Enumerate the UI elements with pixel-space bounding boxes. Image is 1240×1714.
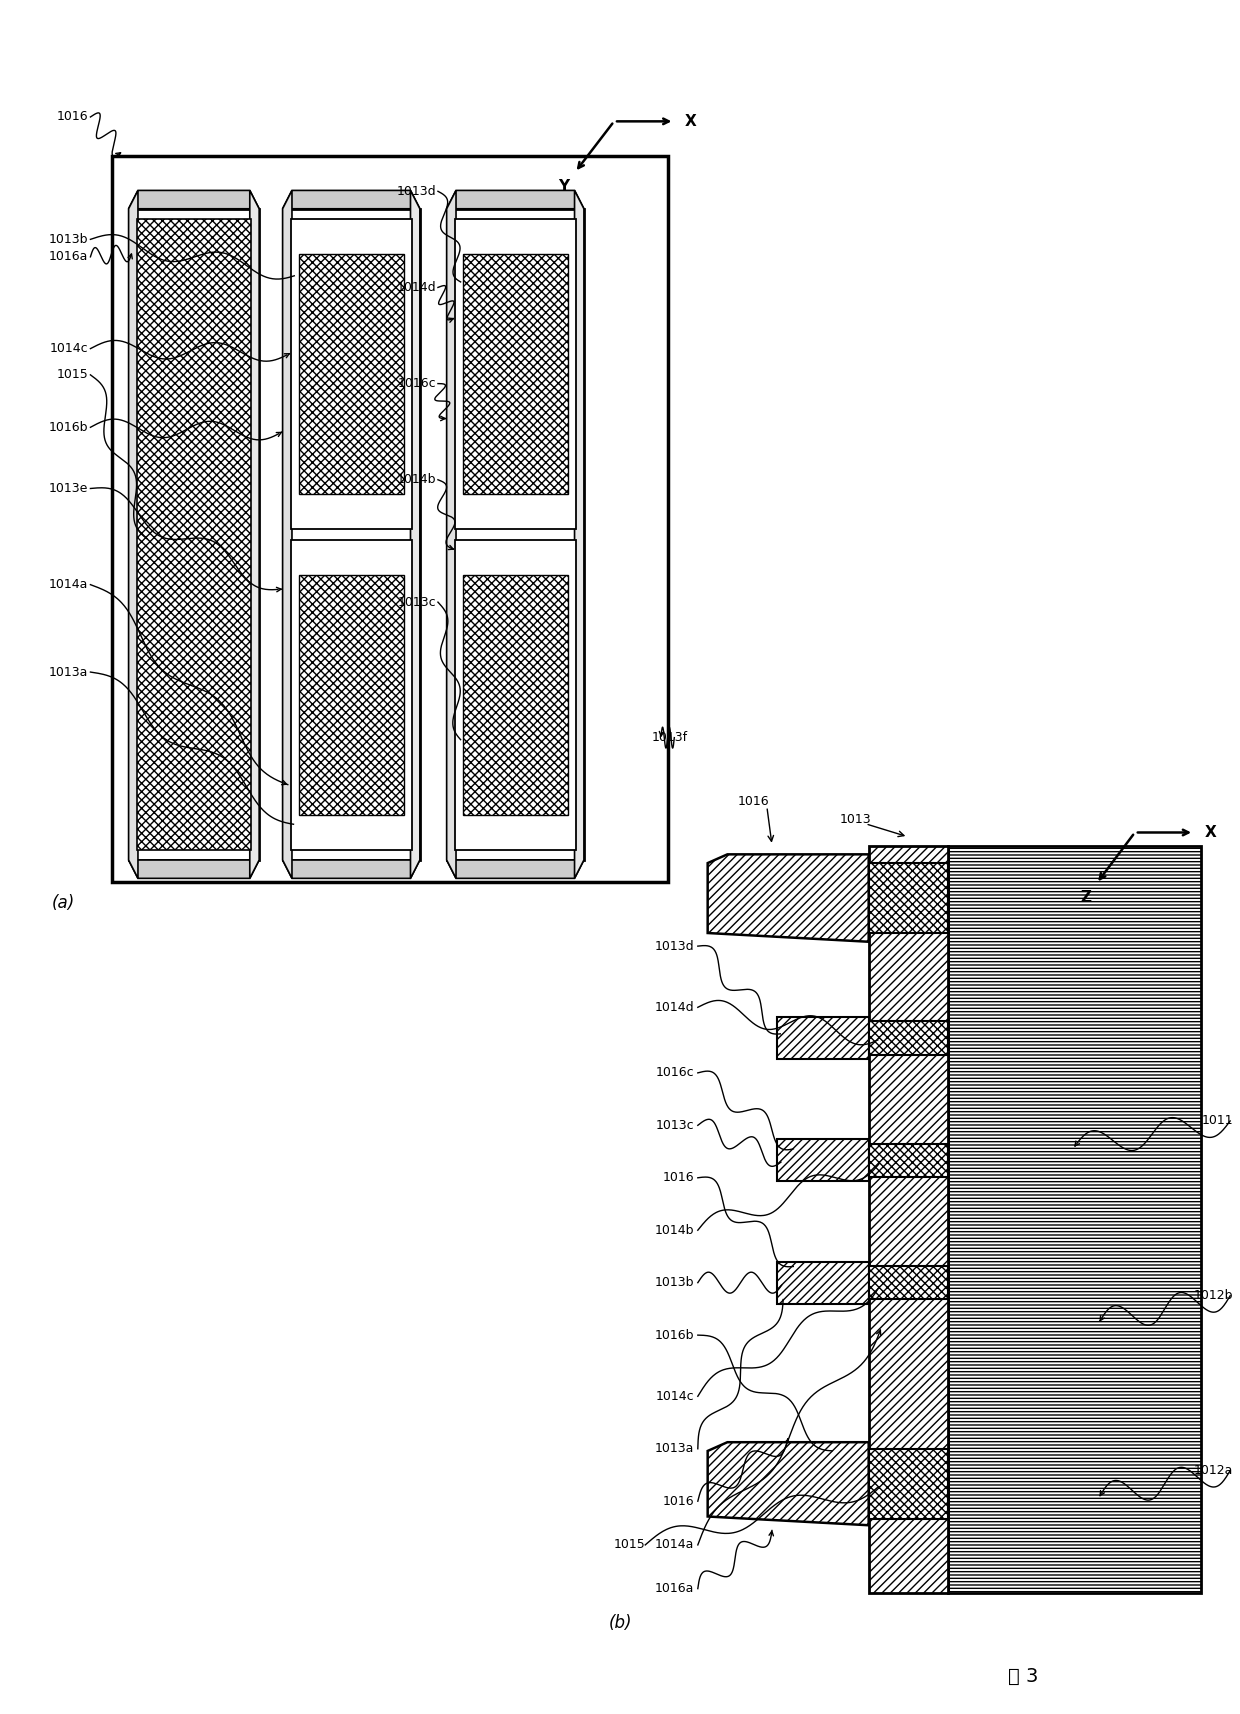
Text: 1016a: 1016a: [50, 250, 88, 264]
Bar: [112, 156, 667, 881]
Bar: [283, 209, 420, 860]
Bar: [776, 1016, 869, 1059]
Bar: [455, 219, 575, 530]
Text: (b): (b): [609, 1615, 632, 1632]
Text: 1014c: 1014c: [656, 1390, 694, 1402]
Polygon shape: [283, 190, 420, 209]
Text: 1013: 1013: [839, 812, 872, 826]
Text: X: X: [1204, 824, 1216, 840]
Polygon shape: [708, 854, 869, 941]
Bar: [776, 1140, 869, 1181]
Text: 1013b: 1013b: [655, 1277, 694, 1289]
Polygon shape: [574, 190, 584, 878]
Bar: [776, 1262, 869, 1304]
Bar: [290, 540, 412, 850]
Polygon shape: [129, 190, 259, 209]
Text: 1014b: 1014b: [655, 1224, 694, 1238]
Text: 1013c: 1013c: [656, 1119, 694, 1131]
Bar: [869, 1143, 947, 1178]
Bar: [299, 254, 404, 494]
Text: 1016: 1016: [738, 795, 770, 809]
Text: 1014d: 1014d: [655, 1001, 694, 1013]
Text: 1014d: 1014d: [397, 281, 436, 293]
Text: 図 3: 図 3: [1008, 1666, 1038, 1687]
Text: 1016: 1016: [663, 1171, 694, 1184]
Text: 1012a: 1012a: [1194, 1464, 1234, 1477]
Bar: [136, 219, 252, 850]
Polygon shape: [249, 190, 259, 878]
Polygon shape: [446, 190, 456, 878]
Polygon shape: [410, 190, 420, 878]
Polygon shape: [129, 190, 138, 878]
Text: 1014b: 1014b: [397, 473, 436, 487]
Text: Z: Z: [1080, 890, 1091, 905]
Text: 1015: 1015: [57, 369, 88, 381]
Text: 1013a: 1013a: [655, 1441, 694, 1455]
Polygon shape: [283, 860, 420, 878]
Text: 1014a: 1014a: [50, 578, 88, 591]
Bar: [290, 219, 412, 530]
Bar: [446, 209, 584, 860]
Text: 1013e: 1013e: [50, 482, 88, 495]
Polygon shape: [446, 860, 584, 878]
Text: 1016b: 1016b: [48, 422, 88, 434]
Text: 1013a: 1013a: [50, 665, 88, 679]
Text: 1016b: 1016b: [655, 1328, 694, 1342]
Text: 1016a: 1016a: [655, 1582, 694, 1596]
Text: Y: Y: [558, 180, 569, 194]
Bar: [947, 845, 1200, 1592]
Bar: [869, 1022, 947, 1054]
Text: (a): (a): [52, 895, 74, 912]
Bar: [463, 574, 568, 814]
Polygon shape: [446, 190, 584, 209]
Polygon shape: [708, 1441, 869, 1525]
Text: 1013d: 1013d: [655, 939, 694, 953]
Polygon shape: [129, 860, 259, 878]
Text: 1015: 1015: [614, 1539, 645, 1551]
Text: 1014c: 1014c: [50, 343, 88, 355]
Bar: [869, 864, 947, 932]
Text: 1011: 1011: [1202, 1114, 1234, 1128]
Text: 1016c: 1016c: [656, 1066, 694, 1080]
Bar: [869, 1448, 947, 1519]
Polygon shape: [283, 190, 291, 878]
Text: 1014a: 1014a: [655, 1539, 694, 1551]
Text: 1013f: 1013f: [651, 732, 688, 744]
Text: 1013c: 1013c: [398, 596, 436, 608]
Text: 1012b: 1012b: [1194, 1289, 1234, 1303]
Bar: [299, 574, 404, 814]
Bar: [129, 209, 259, 860]
Bar: [869, 845, 947, 1592]
Bar: [455, 540, 575, 850]
Text: X: X: [686, 113, 697, 129]
Text: 1016c: 1016c: [398, 377, 436, 391]
Text: 1013b: 1013b: [48, 233, 88, 245]
Bar: [869, 1267, 947, 1299]
Text: 1016: 1016: [663, 1495, 694, 1508]
Bar: [463, 254, 568, 494]
Text: 1016: 1016: [57, 110, 88, 123]
Text: 1013d: 1013d: [397, 185, 436, 197]
